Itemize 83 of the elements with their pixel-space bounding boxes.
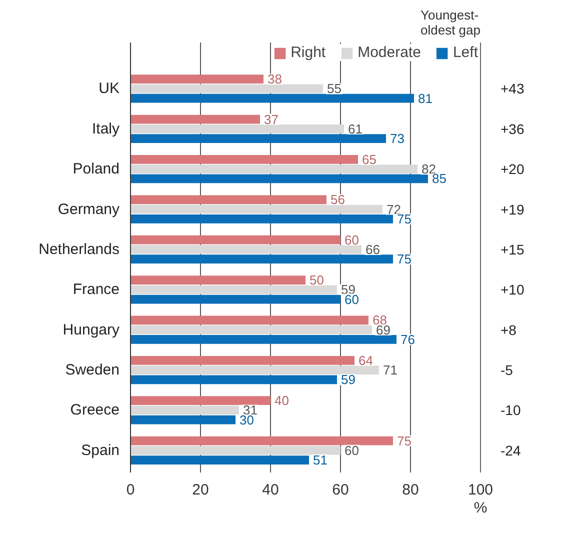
x-tick-label: 40 xyxy=(262,482,279,498)
legend-label: Moderate xyxy=(358,44,421,61)
data-label: 37 xyxy=(264,112,278,127)
text: +36 xyxy=(500,120,524,137)
bar xyxy=(130,436,393,446)
bar xyxy=(130,164,418,174)
data-label: 51 xyxy=(313,452,328,468)
data-label: 75 xyxy=(397,252,412,267)
bar xyxy=(130,375,337,384)
bar xyxy=(130,325,372,334)
bar xyxy=(130,214,393,224)
data-label: 55 xyxy=(327,81,342,96)
y-tick-label: Netherlands xyxy=(38,240,120,258)
y-tick-label: Germany xyxy=(58,200,120,218)
legend-label: Left xyxy=(452,44,478,61)
bar xyxy=(130,254,393,264)
bar xyxy=(130,276,306,284)
y-tick-label: Poland xyxy=(72,160,120,178)
y-tick-label: France xyxy=(72,281,120,298)
bar xyxy=(130,124,344,134)
x-tick-label: 60 xyxy=(332,482,349,498)
bar xyxy=(130,174,428,184)
text: Youngest-oldest gap xyxy=(420,8,481,38)
text: +8 xyxy=(500,322,517,338)
y-tick-label: Greece xyxy=(70,402,120,419)
x-tick-label: 20 xyxy=(192,482,209,498)
bar xyxy=(130,396,270,405)
text: +10 xyxy=(500,282,524,298)
text: +43 xyxy=(500,80,524,97)
data-label: 60 xyxy=(344,442,359,458)
bar xyxy=(130,94,414,103)
x-tick-label: 100 xyxy=(468,482,494,498)
text: +15 xyxy=(500,241,524,258)
data-label: 85 xyxy=(432,171,446,186)
y-tick-label: Sweden xyxy=(65,362,120,379)
x-axis-title: % xyxy=(474,500,488,516)
data-label: 75 xyxy=(397,433,412,448)
data-label: 61 xyxy=(348,121,362,136)
data-label: 40 xyxy=(274,393,289,408)
bar xyxy=(130,446,340,455)
data-label: 73 xyxy=(390,131,404,146)
data-label: 71 xyxy=(383,362,398,378)
text: +19 xyxy=(500,201,524,218)
data-label: 65 xyxy=(362,152,376,167)
bar xyxy=(130,114,260,124)
bar xyxy=(130,155,358,164)
bar xyxy=(130,316,368,325)
data-label: 38 xyxy=(268,72,282,87)
bar xyxy=(130,134,386,143)
data-label: 60 xyxy=(344,232,359,248)
data-label: 75 xyxy=(397,211,412,226)
bar xyxy=(130,84,323,94)
bar xyxy=(130,195,326,204)
legend-label: Right xyxy=(290,44,326,61)
bar xyxy=(130,356,354,365)
bar xyxy=(130,285,337,294)
x-tick-label: 80 xyxy=(402,482,419,498)
data-label: 76 xyxy=(400,332,415,347)
bar xyxy=(130,235,340,244)
data-label: 81 xyxy=(418,90,432,106)
bar xyxy=(130,294,340,304)
bar xyxy=(130,406,239,415)
bar xyxy=(130,366,379,374)
data-label: 50 xyxy=(310,272,324,288)
text: +20 xyxy=(500,161,524,178)
bar xyxy=(130,245,362,254)
data-label: 56 xyxy=(330,192,345,208)
bar xyxy=(130,335,396,344)
text: -10 xyxy=(500,402,521,418)
data-label: 59 xyxy=(341,372,356,388)
bar xyxy=(130,456,309,464)
x-tick-label: 0 xyxy=(126,482,135,498)
y-tick-label: UK xyxy=(98,80,120,98)
bar xyxy=(130,204,382,214)
bar xyxy=(130,74,264,84)
text: -24 xyxy=(500,442,521,458)
data-label: 66 xyxy=(366,242,380,257)
data-label: 64 xyxy=(358,352,373,368)
text: -5 xyxy=(500,362,514,378)
y-tick-label: Spain xyxy=(81,442,120,459)
bar xyxy=(130,415,236,424)
y-tick-label: Italy xyxy=(92,120,120,138)
y-tick-label: Hungary xyxy=(62,321,120,338)
